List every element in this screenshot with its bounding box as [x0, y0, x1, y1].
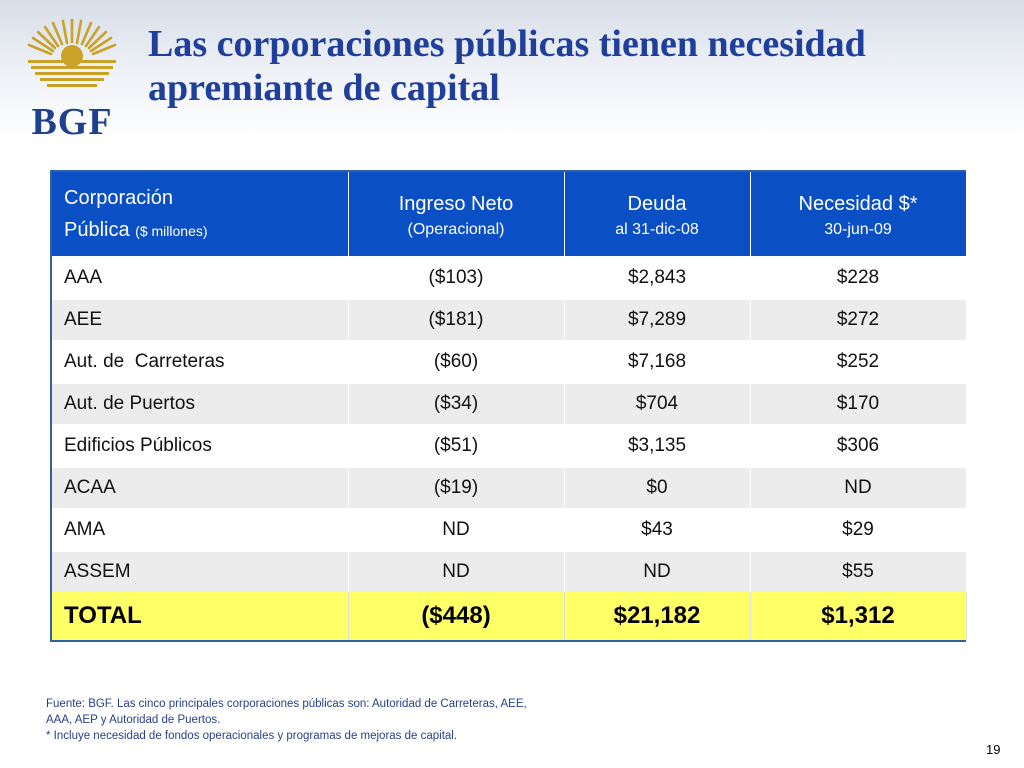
footnote-line2: AAA, AEP y Autoridad de Puertos. [46, 714, 221, 726]
table-row: Edificios Públicos ($51) $3,135 $306 [52, 424, 967, 468]
total-ingreso: ($448) [348, 592, 565, 640]
cell-deuda: $704 [564, 384, 751, 424]
header-necesidad-main: Necesidad $* [798, 193, 918, 215]
header-ingreso-main: Ingreso Neto [398, 193, 514, 215]
cell-corporation: ACAA [52, 468, 349, 508]
cell-deuda: ND [564, 552, 751, 592]
footnote-line1: Fuente: BGF. Las cinco principales corpo… [46, 698, 527, 710]
table-row: Aut. de Carreteras ($60) $7,168 $252 [52, 340, 967, 384]
cell-deuda: $7,289 [564, 300, 751, 340]
cell-necesidad: $272 [750, 300, 967, 340]
cell-corporation: Edificios Públicos [52, 424, 349, 468]
cell-deuda: $2,843 [564, 256, 751, 300]
header-corp-line1: Corporación [64, 186, 173, 209]
cell-corporation: AMA [52, 508, 349, 552]
cell-necesidad: $306 [750, 424, 967, 468]
table-row: AEE ($181) $7,289 $272 [52, 300, 967, 340]
header-corp-publica: Pública [64, 218, 130, 241]
cell-necesidad: $55 [750, 552, 967, 592]
total-label: TOTAL [52, 592, 349, 640]
cell-deuda: $7,168 [564, 340, 751, 384]
header-corporacion: Corporación Pública ($ millones) [52, 172, 349, 256]
table-row: Aut. de Puertos ($34) $704 $170 [52, 384, 967, 424]
header-corp-line2: Pública ($ millones) [64, 214, 348, 247]
cell-deuda: $3,135 [564, 424, 751, 468]
cell-ingreso: ND [348, 552, 565, 592]
cell-necesidad: $252 [750, 340, 967, 384]
header-deuda-sub: al 31-dic-08 [615, 221, 699, 238]
cell-corporation: AAA [52, 256, 349, 300]
table-row: AMA ND $43 $29 [52, 508, 967, 552]
cell-corporation: Aut. de Puertos [52, 384, 349, 424]
cell-ingreso: ($34) [348, 384, 565, 424]
header-ingreso-sub: (Operacional) [407, 221, 505, 238]
cell-ingreso: ($103) [348, 256, 565, 300]
table-row: ACAA ($19) $0 ND [52, 468, 967, 508]
cell-necesidad: $29 [750, 508, 967, 552]
header-deuda: Deuda al 31-dic-08 [564, 172, 751, 256]
cell-ingreso: ($60) [348, 340, 565, 384]
logo-wordmark: BGF [31, 101, 113, 143]
cell-necesidad: $170 [750, 384, 967, 424]
capital-needs-table: Corporación Pública ($ millones) Ingreso… [50, 170, 967, 642]
cell-corporation: AEE [52, 300, 349, 340]
table-row: AAA ($103) $2,843 $228 [52, 256, 967, 300]
footnote-line3: * Incluye necesidad de fondos operaciona… [46, 730, 458, 742]
bgf-logo: BGF [22, 16, 122, 143]
table-row: ASSEM ND ND $55 [52, 552, 967, 592]
total-deuda: $21,182 [564, 592, 751, 640]
slide-title: Las corporaciones públicas tienen necesi… [148, 23, 866, 109]
total-row: TOTAL ($448) $21,182 $1,312 [52, 592, 967, 640]
header-necesidad-sub: 30-jun-09 [824, 221, 892, 238]
cell-ingreso: ($181) [348, 300, 565, 340]
cell-deuda: $0 [564, 468, 751, 508]
header-corp-units: ($ millones) [135, 222, 208, 239]
cell-deuda: $43 [564, 508, 751, 552]
source-footnote: Fuente: BGF. Las cinco principales corpo… [46, 696, 626, 744]
cell-ingreso: ($19) [348, 468, 565, 508]
cell-necesidad: ND [750, 468, 967, 508]
sunrise-emblem-icon [27, 18, 117, 87]
page-number: 19 [986, 742, 1001, 757]
header-deuda-main: Deuda [627, 193, 687, 215]
header-ingreso: Ingreso Neto (Operacional) [348, 172, 565, 256]
cell-ingreso: ($51) [348, 424, 565, 468]
cell-corporation: Aut. de Carreteras [52, 340, 349, 384]
header-necesidad: Necesidad $* 30-jun-09 [750, 172, 967, 256]
table-header-row: Corporación Pública ($ millones) Ingreso… [52, 172, 967, 256]
cell-corporation: ASSEM [52, 552, 349, 592]
cell-ingreso: ND [348, 508, 565, 552]
cell-necesidad: $228 [750, 256, 967, 300]
total-necesidad: $1,312 [750, 592, 967, 640]
